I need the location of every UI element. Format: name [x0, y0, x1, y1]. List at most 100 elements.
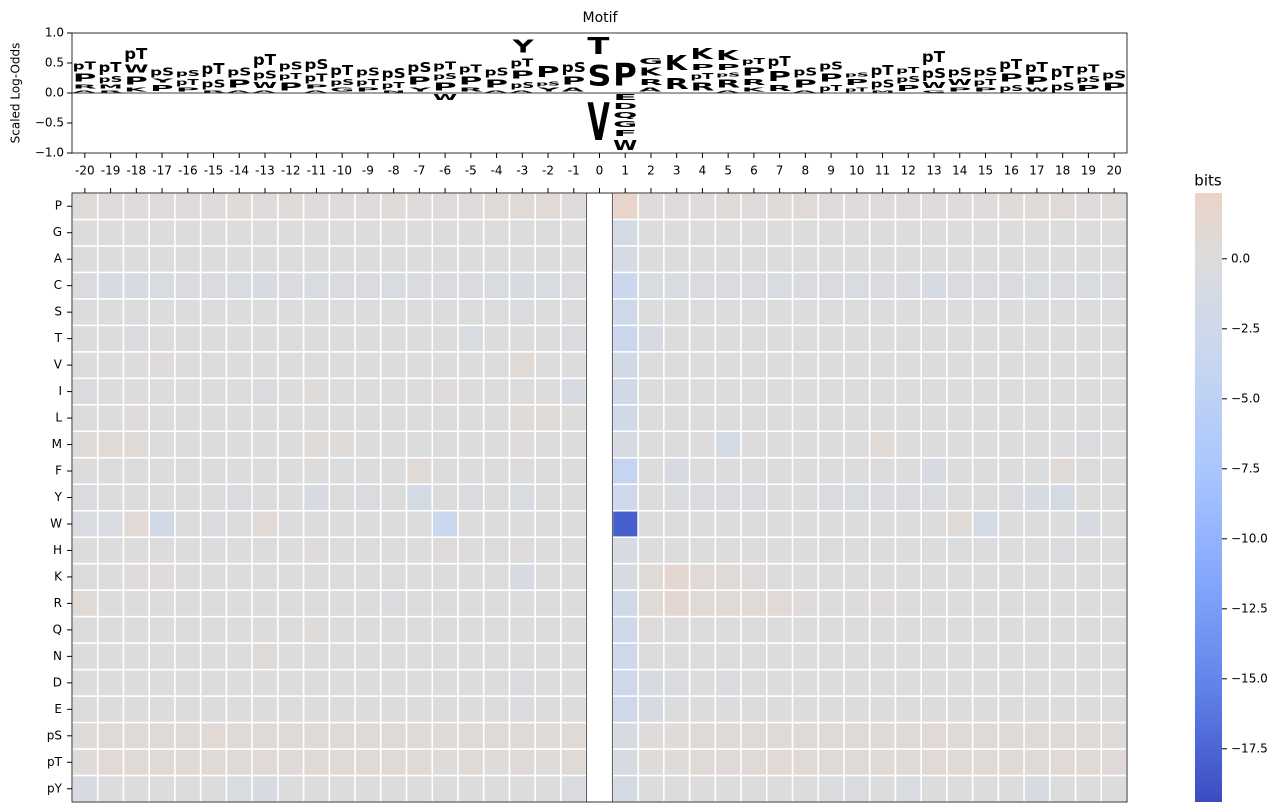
heatmap-cell: [561, 538, 586, 563]
colorbar-tick-label: −5.0: [1231, 391, 1260, 405]
logo-letter: P: [304, 84, 328, 90]
logo-letter: pT: [742, 57, 765, 66]
heatmap-cell: [304, 458, 329, 484]
heatmap-cell: [227, 696, 252, 722]
heatmap-cell: [870, 405, 895, 431]
logo-letter: P: [73, 72, 97, 84]
heatmap-cell: [921, 405, 947, 431]
heatmap-cell: [793, 485, 818, 510]
y-tick-label: M: [52, 437, 62, 451]
heatmap-cell: [72, 776, 97, 802]
logo-letter: P: [768, 69, 792, 84]
heatmap-cell: [921, 299, 947, 325]
heatmap-cell: [458, 220, 483, 246]
logo-letter: pS: [1102, 70, 1126, 82]
heatmap-cell: [664, 379, 689, 405]
heatmap-cell: [638, 643, 664, 669]
logo-letter: A: [716, 90, 739, 93]
x-tick-label: 18: [1055, 164, 1070, 178]
heatmap-cell: [304, 723, 329, 749]
heatmap-cell: [535, 273, 561, 299]
heatmap-cell: [767, 273, 792, 299]
heatmap-cell: [947, 246, 972, 272]
heatmap-cell: [510, 299, 535, 325]
x-tick-label: -2: [542, 164, 554, 178]
heatmap-cell: [149, 326, 175, 352]
heatmap-cell: [638, 723, 664, 749]
heatmap-cell: [98, 326, 123, 352]
heatmap-cell: [896, 220, 921, 246]
heatmap-cell: [355, 458, 380, 484]
heatmap-cell: [458, 538, 483, 563]
heatmap-cell: [433, 326, 458, 352]
x-tick-label: -20: [75, 164, 95, 178]
heatmap-cell: [175, 617, 200, 643]
heatmap-cell: [433, 511, 458, 537]
heatmap-cell: [716, 246, 741, 272]
heatmap-cell: [72, 511, 97, 537]
heatmap-cell: [561, 670, 586, 696]
heatmap-cell: [278, 617, 303, 643]
heatmap-cell: [999, 564, 1024, 590]
heatmap-cell: [613, 352, 638, 378]
heatmap-cell: [201, 485, 226, 510]
heatmap-cell: [535, 564, 561, 590]
heatmap-cell: [330, 538, 355, 563]
heatmap-cell: [1024, 776, 1050, 802]
heatmap-cell: [252, 379, 278, 405]
heatmap-cell: [973, 220, 998, 246]
heatmap-cell: [458, 696, 483, 722]
heatmap-cell: [124, 432, 149, 457]
heatmap-cell: [1050, 670, 1075, 696]
heatmap-cell: [793, 643, 818, 669]
logo-letter: Y: [151, 78, 175, 84]
x-tick-label: 4: [699, 164, 707, 178]
heatmap-cell: [844, 511, 869, 537]
heatmap-cell: [407, 617, 432, 643]
heatmap-cell: [72, 220, 97, 246]
heatmap-cell: [947, 564, 972, 590]
y-tick-label: pY: [47, 781, 63, 795]
heatmap-cell: [1024, 749, 1050, 775]
heatmap-cell: [999, 511, 1024, 537]
logo-letter: pT: [690, 72, 713, 81]
x-tick-label: 7: [776, 164, 784, 178]
x-tick-label: 5: [724, 164, 732, 178]
heatmap-cell: [716, 564, 741, 590]
heatmap-cell: [844, 538, 869, 563]
heatmap-cell: [98, 511, 123, 537]
heatmap-cell: [72, 564, 97, 590]
heatmap-cell: [227, 564, 252, 590]
heatmap-cell: [510, 776, 535, 802]
heatmap-cell: [484, 246, 509, 272]
heatmap-cell: [278, 273, 303, 299]
heatmap-cell: [716, 749, 741, 775]
heatmap-cell: [407, 723, 432, 749]
heatmap-cell: [458, 326, 483, 352]
y-tick-label: A: [54, 252, 63, 266]
heatmap-cell: [407, 643, 432, 669]
heatmap-cell: [1076, 643, 1101, 669]
heatmap-cell: [381, 246, 406, 272]
heatmap-cell: [535, 379, 561, 405]
heatmap-cell: [819, 193, 844, 219]
logo-letter: pT: [510, 57, 534, 69]
heatmap-cell: [1102, 590, 1127, 616]
heatmap-cell: [870, 511, 895, 537]
heatmap-cell: [227, 193, 252, 219]
heatmap-cell: [510, 246, 535, 272]
heatmap-cell: [638, 326, 664, 352]
heatmap-cell: [330, 299, 355, 325]
heatmap-cell: [664, 538, 689, 563]
heatmap-cell: [124, 326, 149, 352]
heatmap-cell: [98, 273, 123, 299]
heatmap-cell: [510, 696, 535, 722]
heatmap-cell: [870, 617, 895, 643]
heatmap-cell: [1076, 432, 1101, 457]
heatmap-cell: [664, 326, 689, 352]
heatmap-cell: [149, 432, 175, 457]
heatmap-cell: [613, 485, 638, 510]
heatmap-cell: [819, 299, 844, 325]
x-tick-label: -8: [388, 164, 400, 178]
heatmap-cell: [844, 273, 869, 299]
